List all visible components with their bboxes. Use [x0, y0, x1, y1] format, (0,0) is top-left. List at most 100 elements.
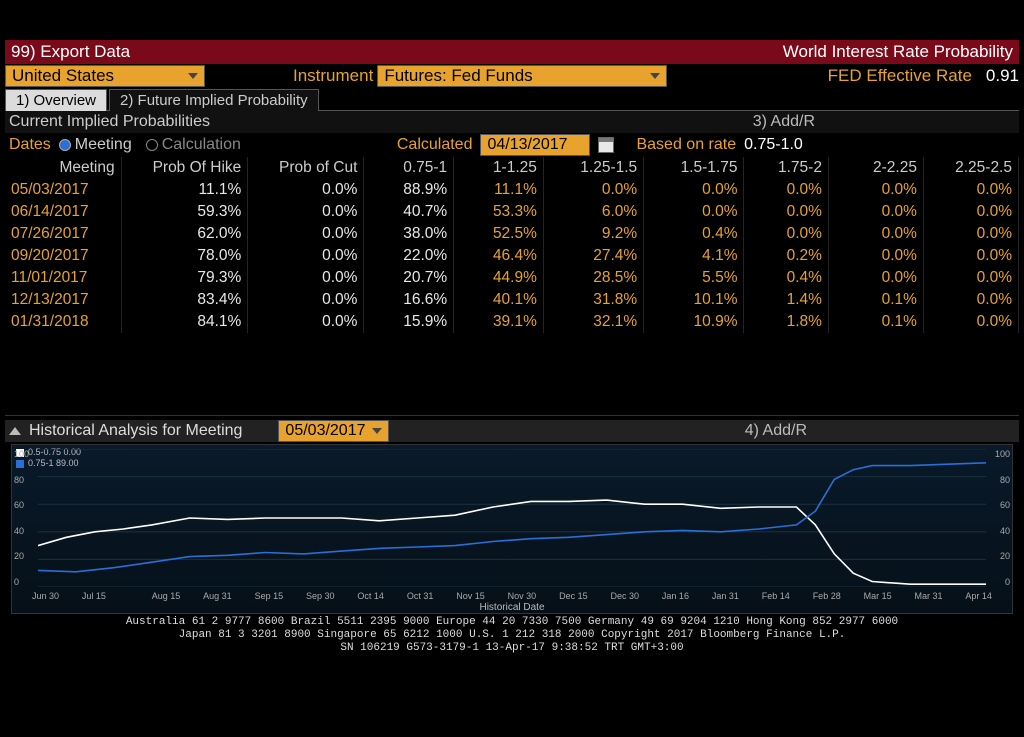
table-cell: 0.1% — [828, 289, 923, 311]
export-data-menu[interactable]: 99) Export Data — [11, 42, 130, 62]
table-cell: 22.0% — [364, 245, 454, 267]
table-cell: 10.1% — [644, 289, 744, 311]
table-cell: 0.0% — [744, 179, 828, 201]
app-title: World Interest Rate Probability — [783, 42, 1013, 62]
controls-row: Dates Meeting Calculation Calculated 04/… — [5, 133, 1019, 157]
table-cell: 11.1% — [454, 179, 544, 201]
calendar-icon[interactable] — [598, 137, 614, 153]
table-cell: 44.9% — [454, 267, 544, 289]
table-cell: 0.0% — [828, 223, 923, 245]
table-cell: 1.8% — [744, 311, 828, 333]
x-axis-label: Historical Date — [12, 602, 1012, 613]
footer: Australia 61 2 9777 8600 Brazil 5511 239… — [5, 616, 1019, 655]
table-cell: 31.8% — [543, 289, 643, 311]
title-bar: 99) Export Data World Interest Rate Prob… — [5, 40, 1019, 64]
probabilities-title: Current Implied Probabilities — [9, 113, 210, 131]
table-cell: 0.0% — [543, 179, 643, 201]
add-r-link-4[interactable]: 4) Add/R — [745, 422, 807, 440]
add-r-link-3[interactable]: 3) Add/R — [753, 113, 815, 131]
footer-line-3: SN 106219 G573-3179-1 13-Apr-17 9:38:52 … — [5, 642, 1019, 655]
column-header: 1.25-1.5 — [543, 157, 643, 179]
radio-calculation[interactable]: Calculation — [146, 136, 241, 154]
radio-meeting[interactable]: Meeting — [59, 136, 132, 154]
table-cell: 10.9% — [644, 311, 744, 333]
tab-overview[interactable]: 1) Overview — [5, 89, 107, 111]
dropdown-icon — [650, 73, 660, 79]
table-cell: 12/13/2017 — [5, 289, 121, 311]
chart-plot-area — [38, 449, 986, 587]
radio-off-icon — [146, 139, 158, 151]
table-cell: 0.0% — [923, 201, 1018, 223]
historical-date-dropdown[interactable]: 05/03/2017 — [278, 420, 388, 442]
table-cell: 0.4% — [644, 223, 744, 245]
table-row: 07/26/201762.0%0.0%38.0%52.5%9.2%0.4%0.0… — [5, 223, 1019, 245]
table-cell: 0.0% — [744, 223, 828, 245]
table-cell: 0.0% — [248, 201, 364, 223]
historical-chart[interactable]: 0.5-0.75 0.000.75-1 89.00 100806040200 1… — [11, 444, 1013, 614]
table-cell: 0.0% — [828, 179, 923, 201]
dropdown-icon — [372, 428, 382, 434]
tab-future-implied[interactable]: 2) Future Implied Probability — [109, 89, 319, 111]
table-row: 09/20/201778.0%0.0%22.0%46.4%27.4%4.1%0.… — [5, 245, 1019, 267]
radio-on-icon — [59, 139, 71, 151]
footer-line-2: Japan 81 3 3201 8900 Singapore 65 6212 1… — [5, 629, 1019, 642]
table-cell: 62.0% — [121, 223, 248, 245]
instrument-dropdown[interactable]: Futures: Fed Funds — [377, 65, 667, 87]
table-cell: 11/01/2017 — [5, 267, 121, 289]
table-cell: 59.3% — [121, 201, 248, 223]
calculated-label: Calculated — [397, 136, 473, 154]
instrument-value: Futures: Fed Funds — [384, 66, 532, 86]
dropdown-icon — [188, 73, 198, 79]
table-cell: 5.5% — [644, 267, 744, 289]
column-header: 1.5-1.75 — [644, 157, 744, 179]
column-header: Prob Of Hike — [121, 157, 248, 179]
column-header: 2.25-2.5 — [923, 157, 1018, 179]
table-cell: 0.0% — [923, 267, 1018, 289]
table-row: 11/01/201779.3%0.0%20.7%44.9%28.5%5.5%0.… — [5, 267, 1019, 289]
table-cell: 0.0% — [828, 245, 923, 267]
column-header: 2-2.25 — [828, 157, 923, 179]
table-cell: 6.0% — [543, 201, 643, 223]
column-header: 0.75-1 — [364, 157, 454, 179]
table-cell: 0.0% — [248, 179, 364, 201]
table-cell: 1.4% — [744, 289, 828, 311]
table-cell: 0.0% — [248, 289, 364, 311]
table-cell: 0.0% — [923, 311, 1018, 333]
column-header: Prob of Cut — [248, 157, 364, 179]
table-cell: 39.1% — [454, 311, 544, 333]
column-header: 1-1.25 — [454, 157, 544, 179]
table-row: 05/03/201711.1%0.0%88.9%11.1%0.0%0.0%0.0… — [5, 179, 1019, 201]
table-cell: 0.0% — [644, 201, 744, 223]
table-cell: 05/03/2017 — [5, 179, 121, 201]
collapse-up-icon[interactable] — [9, 427, 21, 435]
table-cell: 20.7% — [364, 267, 454, 289]
table-cell: 83.4% — [121, 289, 248, 311]
calculated-date-value: 04/13/2017 — [487, 136, 567, 154]
table-row: 12/13/201783.4%0.0%16.6%40.1%31.8%10.1%1… — [5, 289, 1019, 311]
table-cell: 0.0% — [744, 201, 828, 223]
historical-header: Historical Analysis for Meeting 05/03/20… — [5, 420, 1019, 442]
table-cell: 40.7% — [364, 201, 454, 223]
historical-title: Historical Analysis for Meeting — [29, 422, 242, 440]
radio-meeting-label: Meeting — [75, 136, 132, 153]
table-cell: 0.0% — [828, 201, 923, 223]
based-on-rate-value: 0.75-1.0 — [744, 136, 803, 154]
table-cell: 40.1% — [454, 289, 544, 311]
instrument-row: United States Instrument Futures: Fed Fu… — [5, 64, 1019, 88]
calculated-date-input[interactable]: 04/13/2017 — [480, 134, 590, 156]
country-dropdown[interactable]: United States — [5, 65, 205, 87]
effective-rate-value: 0.91 — [986, 66, 1019, 86]
table-cell: 0.0% — [923, 245, 1018, 267]
table-cell: 52.5% — [454, 223, 544, 245]
table-cell: 0.0% — [644, 179, 744, 201]
dates-label: Dates — [9, 136, 51, 154]
table-cell: 78.0% — [121, 245, 248, 267]
instrument-label: Instrument — [293, 66, 373, 86]
table-cell: 09/20/2017 — [5, 245, 121, 267]
table-cell: 84.1% — [121, 311, 248, 333]
table-cell: 11.1% — [121, 179, 248, 201]
table-cell: 0.1% — [828, 311, 923, 333]
column-header: Meeting — [5, 157, 121, 179]
historical-date-value: 05/03/2017 — [285, 422, 365, 440]
probabilities-header: Current Implied Probabilities 3) Add/R — [5, 111, 1019, 133]
